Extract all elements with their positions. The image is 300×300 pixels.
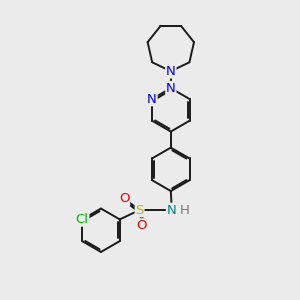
Text: S: S <box>135 203 144 217</box>
Text: Cl: Cl <box>76 213 89 226</box>
Text: N: N <box>166 82 176 95</box>
Text: N: N <box>147 92 157 106</box>
Text: O: O <box>137 219 147 232</box>
Text: H: H <box>180 203 190 217</box>
Text: O: O <box>119 192 129 205</box>
Text: N: N <box>166 65 176 78</box>
Text: N: N <box>167 203 176 217</box>
